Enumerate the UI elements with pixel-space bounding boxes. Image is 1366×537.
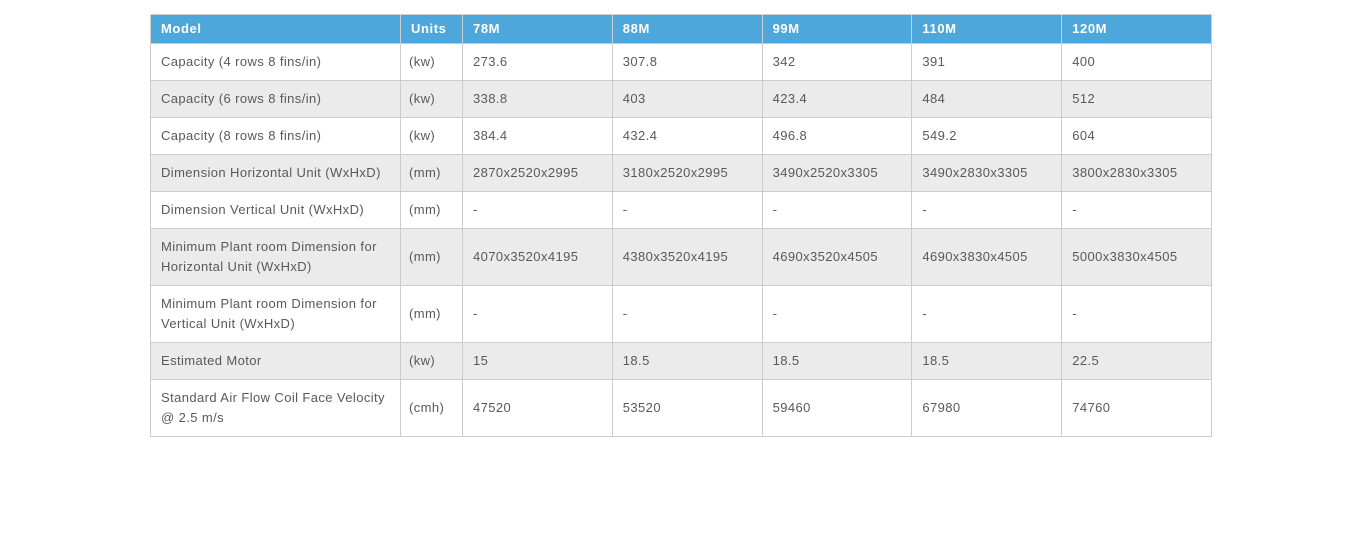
value-cell: 512 bbox=[1061, 80, 1212, 118]
value-cell: - bbox=[1061, 285, 1212, 343]
value-cell: 47520 bbox=[462, 379, 613, 437]
header-cell-88m: 88M bbox=[611, 14, 763, 44]
value-cell: 4070x3520x4195 bbox=[462, 228, 613, 286]
value-cell: 15 bbox=[462, 342, 613, 380]
model-spec-table: Model Units 78M 88M 99M 110M 120M Capaci… bbox=[150, 14, 1212, 437]
value-cell: 549.2 bbox=[911, 117, 1063, 155]
units-cell: (mm) bbox=[400, 285, 463, 343]
value-cell: 18.5 bbox=[611, 342, 763, 380]
table-row-dimension-horizontal: Dimension Horizontal Unit (WxHxD) (mm) 2… bbox=[150, 154, 1212, 192]
value-cell: 59460 bbox=[761, 379, 913, 437]
units-cell: (kw) bbox=[400, 342, 463, 380]
table-row-estimated-motor: Estimated Motor (kw) 15 18.5 18.5 18.5 2… bbox=[150, 342, 1212, 380]
table-row-min-plant-room-horizontal: Minimum Plant room Dimension for Horizon… bbox=[150, 228, 1212, 286]
value-cell: 3490x2830x3305 bbox=[911, 154, 1063, 192]
row-label-cell: Capacity (8 rows 8 fins/in) bbox=[150, 117, 401, 155]
value-cell: - bbox=[611, 285, 763, 343]
row-label-cell: Capacity (4 rows 8 fins/in) bbox=[150, 43, 401, 81]
row-label-cell: Capacity (6 rows 8 fins/in) bbox=[150, 80, 401, 118]
value-cell: 3490x2520x3305 bbox=[761, 154, 913, 192]
value-cell: 18.5 bbox=[761, 342, 913, 380]
value-cell: 307.8 bbox=[611, 43, 763, 81]
spec-table-container: Model Units 78M 88M 99M 110M 120M Capaci… bbox=[150, 14, 1212, 437]
value-cell: 403 bbox=[611, 80, 763, 118]
header-cell-110m: 110M bbox=[911, 14, 1063, 44]
table-row-capacity-6-rows: Capacity (6 rows 8 fins/in) (kw) 338.8 4… bbox=[150, 80, 1212, 118]
units-cell: (kw) bbox=[400, 80, 463, 118]
value-cell: - bbox=[1061, 191, 1212, 229]
value-cell: 384.4 bbox=[462, 117, 613, 155]
units-cell: (mm) bbox=[400, 154, 463, 192]
units-cell: (mm) bbox=[400, 191, 463, 229]
value-cell: - bbox=[462, 191, 613, 229]
header-row: Model Units 78M 88M 99M 110M 120M bbox=[150, 14, 1212, 44]
value-cell: 3180x2520x2995 bbox=[611, 154, 763, 192]
value-cell: 74760 bbox=[1061, 379, 1212, 437]
value-cell: 432.4 bbox=[611, 117, 763, 155]
value-cell: 4380x3520x4195 bbox=[611, 228, 763, 286]
row-label-cell: Dimension Horizontal Unit (WxHxD) bbox=[150, 154, 401, 192]
value-cell: 484 bbox=[911, 80, 1063, 118]
value-cell: 53520 bbox=[611, 379, 763, 437]
value-cell: 342 bbox=[761, 43, 913, 81]
value-cell: 423.4 bbox=[761, 80, 913, 118]
row-label-cell: Minimum Plant room Dimension for Vertica… bbox=[150, 285, 401, 343]
value-cell: - bbox=[611, 191, 763, 229]
value-cell: 67980 bbox=[911, 379, 1063, 437]
table-row-dimension-vertical: Dimension Vertical Unit (WxHxD) (mm) - -… bbox=[150, 191, 1212, 229]
row-label-cell: Estimated Motor bbox=[150, 342, 401, 380]
value-cell: 400 bbox=[1061, 43, 1212, 81]
value-cell: - bbox=[761, 285, 913, 343]
value-cell: 496.8 bbox=[761, 117, 913, 155]
value-cell: 4690x3520x4505 bbox=[761, 228, 913, 286]
units-cell: (cmh) bbox=[400, 379, 463, 437]
value-cell: 604 bbox=[1061, 117, 1212, 155]
units-cell: (kw) bbox=[400, 43, 463, 81]
row-label-cell: Dimension Vertical Unit (WxHxD) bbox=[150, 191, 401, 229]
value-cell: - bbox=[911, 191, 1063, 229]
header-cell-model: Model bbox=[150, 14, 401, 44]
table-row-capacity-4-rows: Capacity (4 rows 8 fins/in) (kw) 273.6 3… bbox=[150, 43, 1212, 81]
value-cell: 22.5 bbox=[1061, 342, 1212, 380]
row-label-cell: Minimum Plant room Dimension for Horizon… bbox=[150, 228, 401, 286]
header-cell-99m: 99M bbox=[761, 14, 913, 44]
value-cell: 391 bbox=[911, 43, 1063, 81]
header-cell-78m: 78M bbox=[462, 14, 613, 44]
value-cell: 2870x2520x2995 bbox=[462, 154, 613, 192]
value-cell: - bbox=[462, 285, 613, 343]
value-cell: - bbox=[911, 285, 1063, 343]
value-cell: 338.8 bbox=[462, 80, 613, 118]
value-cell: 5000x3830x4505 bbox=[1061, 228, 1212, 286]
value-cell: 18.5 bbox=[911, 342, 1063, 380]
row-label-cell: Standard Air Flow Coil Face Velocity @ 2… bbox=[150, 379, 401, 437]
units-cell: (mm) bbox=[400, 228, 463, 286]
table-row-capacity-8-rows: Capacity (8 rows 8 fins/in) (kw) 384.4 4… bbox=[150, 117, 1212, 155]
value-cell: 4690x3830x4505 bbox=[911, 228, 1063, 286]
value-cell: 3800x2830x3305 bbox=[1061, 154, 1212, 192]
header-cell-120m: 120M bbox=[1061, 14, 1212, 44]
table-row-standard-air-flow: Standard Air Flow Coil Face Velocity @ 2… bbox=[150, 379, 1212, 437]
units-cell: (kw) bbox=[400, 117, 463, 155]
table-row-min-plant-room-vertical: Minimum Plant room Dimension for Vertica… bbox=[150, 285, 1212, 343]
header-cell-units: Units bbox=[400, 14, 463, 44]
value-cell: 273.6 bbox=[462, 43, 613, 81]
value-cell: - bbox=[761, 191, 913, 229]
